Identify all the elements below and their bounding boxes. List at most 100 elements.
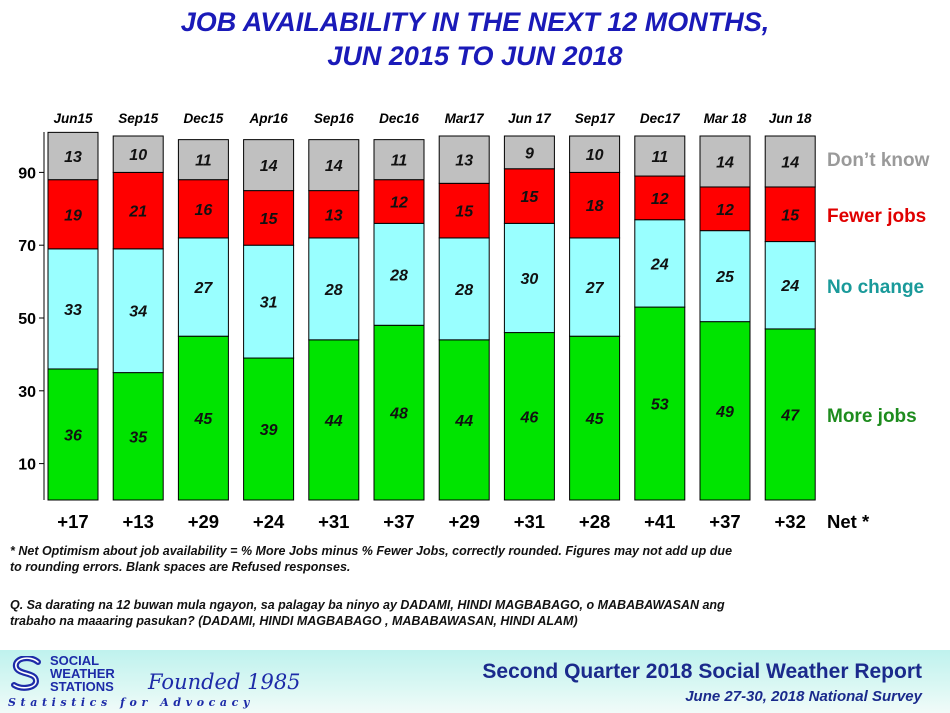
bar-value-label: 14 [781, 154, 799, 171]
net-value-label: +17 [57, 511, 88, 532]
bar-value-label: 9 [525, 145, 534, 162]
bar-segment [308, 190, 360, 239]
bar-value-label: 28 [389, 267, 408, 284]
bar-segment [243, 244, 295, 359]
net-value-label: +32 [775, 511, 806, 532]
question-line1: Q. Sa darating na 12 buwan mula ngayon, … [10, 598, 725, 612]
category-label: Dec17 [640, 111, 681, 126]
bar-value-label: 53 [651, 397, 669, 414]
bar-segment [764, 328, 816, 501]
chart-title-line2: JUN 2015 TO JUN 2018 [327, 41, 623, 71]
net-value-label: +37 [383, 511, 414, 532]
bar-value-label: 24 [650, 256, 669, 273]
net-value-label: +28 [579, 511, 610, 532]
bar-value-label: 10 [586, 147, 604, 164]
founded-text: Founded 1985 [148, 670, 301, 694]
y-tick-label: 90 [18, 165, 36, 182]
bar-segment [177, 179, 229, 239]
bar-value-label: 48 [389, 406, 408, 423]
bar-segment [438, 135, 490, 184]
bar-segment [308, 139, 360, 192]
bar-value-label: 28 [454, 282, 473, 299]
bar-segment [373, 139, 425, 181]
legend-label: Don’t know [827, 150, 930, 171]
bar-value-label: 13 [455, 153, 473, 170]
bar-segment [699, 186, 751, 232]
bar-value-label: 49 [715, 404, 734, 421]
chart-title-line1: JOB AVAILABILITY IN THE NEXT 12 MONTHS, [180, 7, 770, 37]
bar-value-label: 34 [129, 304, 147, 321]
bar-segment [177, 139, 229, 181]
bar-value-label: 10 [129, 147, 147, 164]
net-optimism-footnote: * Net Optimism about job availability = … [10, 543, 940, 575]
bar-segment [634, 219, 686, 308]
bar-value-label: 35 [129, 429, 148, 446]
y-tick-label: 30 [18, 384, 36, 401]
bar-value-label: 27 [194, 280, 214, 297]
bar-segment [47, 368, 99, 501]
bar-value-label: 36 [64, 427, 82, 444]
bar-value-label: 18 [586, 198, 604, 215]
category-label: Mar 18 [704, 111, 747, 126]
bar-value-label: 45 [585, 411, 605, 428]
category-label: Jun15 [53, 111, 93, 126]
net-row-label: Net * [827, 511, 870, 532]
bar-segment [243, 139, 295, 192]
bar-segment [569, 237, 621, 337]
bar-segment [503, 222, 555, 334]
bar-segment [438, 339, 490, 501]
net-value-label: +13 [123, 511, 154, 532]
net-value-label: +41 [644, 511, 675, 532]
bar-segment [764, 186, 816, 243]
net-value-label: +29 [188, 511, 219, 532]
bar-value-label: 15 [260, 211, 279, 228]
category-label: Dec15 [184, 111, 224, 126]
bar-value-label: 16 [195, 202, 213, 219]
bar-segment [112, 135, 164, 173]
org-name-line3: STATIONS [50, 679, 114, 694]
bar-value-label: 25 [715, 269, 735, 286]
report-subtitle: June 27-30, 2018 National Survey [685, 688, 922, 705]
bar-segment [373, 324, 425, 501]
bar-segment [634, 306, 686, 501]
net-value-label: +31 [318, 511, 349, 532]
category-label: Jun 17 [508, 111, 552, 126]
bar-segment [569, 171, 621, 239]
bar-value-label: 12 [716, 202, 734, 219]
bar-value-label: 11 [651, 149, 668, 166]
bar-value-label: 44 [324, 413, 343, 430]
bar-value-label: 14 [716, 154, 734, 171]
bar-value-label: 14 [260, 158, 278, 175]
bar-value-label: 24 [780, 278, 799, 295]
bar-segment [47, 179, 99, 250]
bar-segment [308, 339, 360, 501]
bar-segment [243, 190, 295, 246]
bar-value-label: 21 [128, 204, 147, 221]
bar-value-label: 30 [521, 271, 539, 288]
bar-segment [764, 135, 816, 188]
report-title: Second Quarter 2018 Social Weather Repor… [482, 660, 922, 683]
net-value-label: +29 [449, 511, 480, 532]
bar-segment [503, 168, 555, 224]
bar-segment [373, 222, 425, 326]
bar-value-label: 14 [325, 158, 343, 175]
category-label: Dec16 [379, 111, 419, 126]
bar-value-label: 27 [585, 280, 605, 297]
category-label: Mar17 [445, 111, 486, 126]
category-label: Sep15 [118, 111, 158, 126]
bar-value-label: 28 [324, 282, 343, 299]
bar-value-label: 46 [520, 409, 539, 426]
bar-segment [47, 248, 99, 370]
legend-label: No change [827, 277, 924, 298]
bar-value-label: 44 [454, 413, 473, 430]
bar-segment [112, 171, 164, 250]
stacked-bar-chart: 10 30 50 70 90 Jun15 36 33 19 13 +17 Sep15 35 34 21 10 +… [18, 111, 930, 532]
category-label: Apr16 [248, 111, 288, 126]
net-value-label: +31 [514, 511, 545, 532]
bar-value-label: 13 [325, 207, 343, 224]
org-name-line1: SOCIAL [50, 653, 100, 668]
bar-segment [177, 335, 229, 501]
bar-segment [503, 135, 555, 170]
bar-value-label: 15 [521, 189, 540, 206]
bar-segment [438, 237, 490, 341]
